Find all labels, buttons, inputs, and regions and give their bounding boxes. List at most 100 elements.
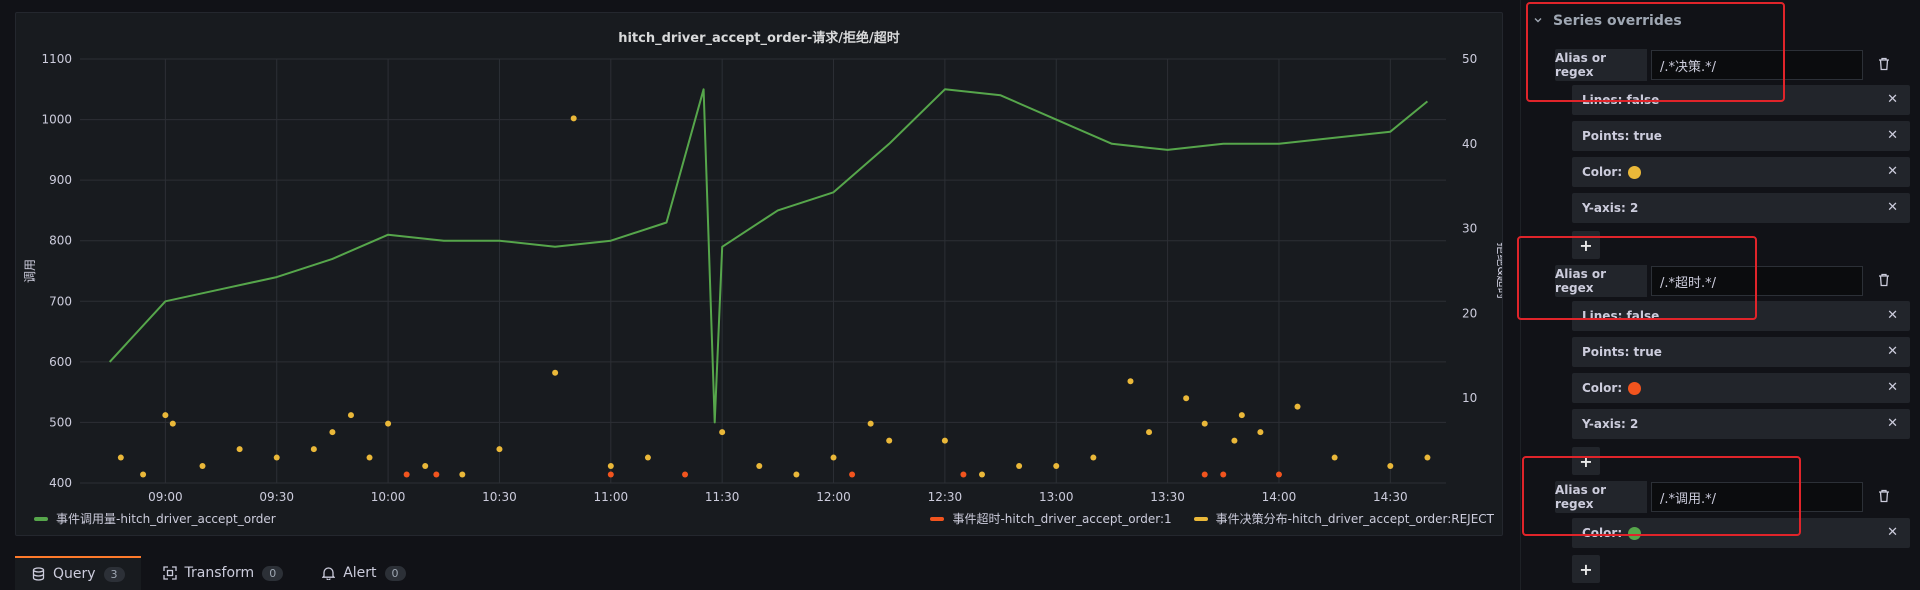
reject-point <box>366 454 373 461</box>
legend-label-reject: 事件决策分布-hitch_driver_accept_order:REJECT <box>1215 512 1494 526</box>
reject-point <box>1053 463 1060 470</box>
reject-point <box>756 463 763 470</box>
tab-query-label: Query <box>53 566 96 582</box>
tab-alert[interactable]: Alert 0 <box>305 556 421 590</box>
override-3-prop-color-label: Color: <box>1582 526 1623 540</box>
timeout-point <box>1220 471 1227 478</box>
close-icon[interactable]: ✕ <box>1887 200 1898 215</box>
legend-item-reject[interactable]: 事件决策分布-hitch_driver_accept_order:REJECT <box>1193 510 1494 527</box>
x-tick-label: 11:30 <box>705 490 740 504</box>
reject-point <box>979 471 986 478</box>
override-1-add-button[interactable]: + <box>1572 231 1600 259</box>
reject-point <box>199 463 206 470</box>
override-2-alias-input[interactable]: /.*超时.*/ <box>1651 266 1863 296</box>
close-icon[interactable]: ✕ <box>1887 380 1898 395</box>
reject-point <box>310 446 317 453</box>
reject-point <box>1294 403 1301 410</box>
timeout-point <box>403 471 410 478</box>
y-right-tick-label: 50 <box>1462 52 1477 66</box>
legend-item-calls[interactable]: 事件调用量-hitch_driver_accept_order <box>34 510 276 527</box>
y-left-tick-label: 700 <box>49 294 72 308</box>
close-icon[interactable]: ✕ <box>1887 308 1898 323</box>
highlight-box <box>1522 456 1801 536</box>
override-1-alias-label: Alias or regex <box>1555 49 1647 81</box>
reject-point <box>117 454 124 461</box>
override-3-add-button[interactable]: + <box>1572 555 1600 583</box>
close-icon[interactable]: ✕ <box>1887 344 1898 359</box>
reject-point <box>1127 378 1134 385</box>
reject-point <box>422 463 429 470</box>
legend-left: 事件调用量-hitch_driver_accept_order <box>34 510 276 527</box>
reject-point <box>162 412 169 419</box>
close-icon[interactable]: ✕ <box>1887 416 1898 431</box>
close-icon[interactable]: ✕ <box>1887 525 1898 540</box>
override-2-alias-label: Alias or regex <box>1555 265 1647 297</box>
override-3-alias-row: Alias or regex /.*调用.*/ <box>1555 481 1899 513</box>
legend-swatch-reject <box>1193 516 1208 521</box>
reject-point <box>496 446 503 453</box>
x-tick-label: 13:30 <box>1150 490 1185 504</box>
override-1-prop-yaxis: Y-axis: 2 ✕ <box>1572 193 1910 223</box>
override-1-delete-button[interactable] <box>1869 49 1899 81</box>
override-2-prop-yaxis-label: Y-axis: 2 <box>1582 417 1639 431</box>
close-icon[interactable]: ✕ <box>1887 128 1898 143</box>
editor-tabs: Query 3 Transform 0 Alert 0 <box>15 556 422 590</box>
close-icon[interactable]: ✕ <box>1887 92 1898 107</box>
override-3-alias-input[interactable]: /.*调用.*/ <box>1651 482 1863 512</box>
tab-transform-label: Transform <box>184 565 255 581</box>
override-3-delete-button[interactable] <box>1869 481 1899 513</box>
override-1-alias-input[interactable]: /.*决策.*/ <box>1651 50 1863 80</box>
override-1-prop-color: Color: ✕ <box>1572 157 1910 187</box>
x-tick-label: 10:30 <box>482 490 517 504</box>
reject-point <box>552 369 559 376</box>
y-left-tick-label: 600 <box>49 355 72 369</box>
highlight-box <box>1526 2 1785 102</box>
override-2-prop-yaxis: Y-axis: 2 ✕ <box>1572 409 1910 439</box>
y-left-tick-label: 900 <box>49 173 72 187</box>
override-2-alias-row: Alias or regex /.*超时.*/ <box>1555 265 1899 297</box>
reject-point <box>385 420 392 427</box>
x-tick-label: 10:00 <box>371 490 406 504</box>
override-2-prop-color: Color: ✕ <box>1572 373 1910 403</box>
chart: 1100 1000 900 800 700 600 500 400 50 40 30 20 10 09:0… <box>23 52 1502 504</box>
reject-point <box>1016 463 1023 470</box>
series-overrides-title: Series overrides <box>1553 13 1682 29</box>
close-icon[interactable]: ✕ <box>1887 164 1898 179</box>
color-swatch[interactable] <box>1628 526 1642 540</box>
y-right-tick-label: 10 <box>1462 391 1477 405</box>
override-1-prop-points-label: Points: true <box>1582 129 1662 143</box>
override-1-alias-row: Alias or regex /.*决策.*/ <box>1555 49 1899 81</box>
tab-query[interactable]: Query 3 <box>15 556 141 590</box>
tab-alert-count: 0 <box>384 565 406 581</box>
override-1-prop-points: Points: true ✕ <box>1572 121 1910 151</box>
x-tick-label: 09:30 <box>259 490 294 504</box>
x-tick-label: 14:00 <box>1262 490 1297 504</box>
override-2-prop-color-label: Color: <box>1582 381 1623 395</box>
color-swatch[interactable] <box>1628 165 1642 179</box>
override-2-prop-points: Points: true ✕ <box>1572 337 1910 367</box>
y-right-tick-label: 40 <box>1462 137 1477 151</box>
timeout-point <box>849 471 856 478</box>
timeout-point <box>433 471 440 478</box>
override-1-prop-yaxis-label: Y-axis: 2 <box>1582 201 1639 215</box>
reject-point <box>830 454 837 461</box>
y-left-axis-label: 调用 <box>23 259 37 283</box>
reject-point <box>1201 420 1208 427</box>
y-left-tick-label: 800 <box>49 234 72 248</box>
reject-point <box>1257 429 1264 436</box>
reject-point <box>236 446 243 453</box>
x-tick-label: 14:30 <box>1373 490 1408 504</box>
legend-item-timeout[interactable]: 事件超时-hitch_driver_accept_order:1 <box>930 510 1172 527</box>
x-tick-label: 12:30 <box>928 490 963 504</box>
reject-point <box>719 429 726 436</box>
series-overrides-header[interactable]: Series overrides <box>1533 13 1682 29</box>
color-swatch[interactable] <box>1628 381 1642 395</box>
override-2-delete-button[interactable] <box>1869 265 1899 297</box>
tab-transform[interactable]: Transform 0 <box>147 556 300 590</box>
legend-swatch-calls <box>34 516 48 521</box>
reject-point <box>607 463 614 470</box>
legend-label-calls: 事件调用量-hitch_driver_accept_order <box>56 512 276 526</box>
override-3-alias-label: Alias or regex <box>1555 481 1647 513</box>
y-left-tick-label: 500 <box>49 415 72 429</box>
reject-point <box>273 454 280 461</box>
